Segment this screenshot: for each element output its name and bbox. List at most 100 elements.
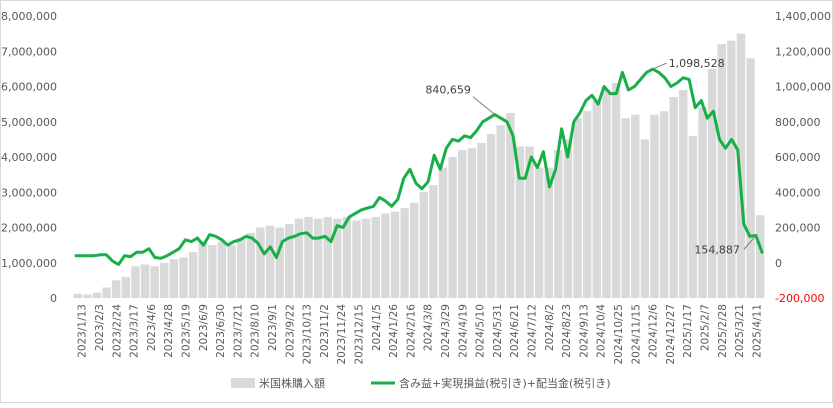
bar: [92, 292, 102, 298]
bar: [467, 148, 477, 298]
bar: [188, 252, 198, 298]
bar: [506, 112, 515, 298]
bar: [246, 232, 256, 298]
x-tick-label: 2025/3/21: [734, 304, 746, 358]
annotation-label: 154,887: [694, 244, 740, 257]
bar: [621, 118, 630, 298]
right-tick-label: -200,000: [775, 292, 824, 305]
bar: [669, 97, 678, 298]
bar: [73, 293, 83, 298]
bar: [727, 40, 736, 299]
bar: [746, 58, 755, 298]
bar: [717, 44, 726, 299]
bar: [361, 218, 371, 298]
annotation-leader: [652, 62, 667, 70]
left-axis: 0 1,000,000 2,000,000 3,000,000 4,000,000 5,0…: [1, 10, 57, 305]
x-tick-label: 2023/8/10: [250, 304, 262, 358]
bar: [707, 68, 717, 299]
x-tick-label: 2023/7/21: [232, 304, 244, 358]
right-tick-label: 400,000: [775, 186, 821, 199]
bar: [534, 167, 544, 298]
x-tick-label: 2024/4/19: [457, 304, 469, 358]
x-tick-label: 2023/5/19: [180, 304, 192, 358]
left-tick-label: 1,000,000: [1, 257, 57, 270]
x-tick-label: 2025/1/17: [682, 304, 694, 358]
x-tick-label: 2023/2/3: [94, 304, 106, 351]
bar: [448, 157, 457, 298]
x-tick-label: 2023/3/17: [129, 304, 141, 358]
x-tick-label: 2023/9/22: [284, 304, 296, 358]
bar: [323, 216, 332, 298]
bar: [198, 241, 207, 298]
bar: [544, 167, 553, 298]
annotation-label: 1,098,528: [669, 57, 725, 70]
bar: [121, 276, 131, 298]
bar: [150, 266, 159, 298]
bar: [140, 264, 150, 298]
bar: [592, 100, 602, 298]
x-tick-label: 2023/9/1: [267, 304, 279, 351]
bar-series: [73, 33, 765, 299]
x-tick-label: 2023/4/28: [163, 304, 175, 358]
x-tick-label: 2025/2/7: [700, 304, 712, 351]
left-tick-label: 5,000,000: [1, 116, 57, 129]
right-tick-label: 1,400,000: [775, 10, 831, 23]
x-tick-label: 2024/1/5: [371, 304, 383, 351]
x-tick-label: 2024/10/25: [613, 304, 625, 365]
left-tick-label: 3,000,000: [1, 186, 57, 199]
x-tick-label: 2023/12/15: [353, 304, 365, 365]
left-tick-label: 0: [50, 292, 57, 305]
x-tick-label: 2024/10/4: [596, 304, 608, 358]
bar: [265, 225, 275, 298]
x-tick-label: 2023/4/6: [146, 304, 158, 351]
annotation-label: 840,659: [425, 84, 471, 97]
bar: [486, 134, 496, 298]
right-tick-label: 0: [775, 257, 782, 270]
bar: [131, 266, 140, 298]
x-tick-label: 2024/12/27: [665, 304, 677, 365]
x-tick-label: 2023/6/9: [198, 304, 210, 351]
bar: [419, 192, 429, 298]
right-tick-label: 1,200,000: [775, 45, 831, 58]
x-tick-label: 2023/6/30: [215, 304, 227, 358]
right-axis: -200,000 0 200,000 400,000 600,000 800,000 1,0…: [775, 10, 831, 305]
right-tick-label: 1,000,000: [775, 81, 831, 94]
x-tick-label: 2024/2/16: [405, 304, 417, 358]
bar: [688, 135, 698, 298]
left-tick-label: 7,000,000: [1, 45, 57, 58]
x-tick-label: 2024/12/6: [648, 304, 660, 358]
x-axis: 2023/1/13 2023/2/3 2023/2/24 2023/3/17 2023/…: [77, 304, 764, 365]
bar: [285, 223, 294, 298]
bar: [515, 146, 525, 298]
x-tick-label: 2023/10/13: [302, 304, 314, 365]
right-tick-label: 600,000: [775, 151, 821, 164]
right-tick-label: 800,000: [775, 116, 821, 129]
annotations: 840,659 1,098,528 154,887: [425, 57, 757, 257]
bar: [611, 82, 621, 298]
bar: [736, 33, 746, 299]
bar: [573, 118, 582, 298]
bar: [554, 149, 563, 298]
annotation-leader: [743, 235, 757, 250]
legend-swatch-bar: [231, 378, 255, 388]
bar: [582, 111, 592, 299]
bar: [381, 213, 390, 298]
line-series: [74, 67, 764, 266]
legend: 米国株購入額 含み益+実現損益(税引き)+配当金(税引き): [231, 376, 611, 390]
series-line: [74, 67, 764, 266]
x-tick-label: 2024/3/8: [423, 304, 435, 351]
x-tick-label: 2024/3/29: [440, 304, 452, 358]
bar: [236, 238, 246, 298]
bar: [371, 216, 380, 298]
x-tick-label: 2024/6/21: [509, 304, 521, 358]
annotation-leader: [472, 96, 496, 115]
x-tick-label: 2024/5/10: [475, 304, 487, 358]
bar: [169, 259, 179, 298]
bar: [429, 185, 438, 298]
bar: [400, 208, 409, 298]
right-tick-label: 200,000: [775, 222, 821, 235]
bar: [496, 125, 505, 299]
legend-label-line: 含み益+実現損益(税引き)+配当金(税引き): [399, 376, 611, 390]
